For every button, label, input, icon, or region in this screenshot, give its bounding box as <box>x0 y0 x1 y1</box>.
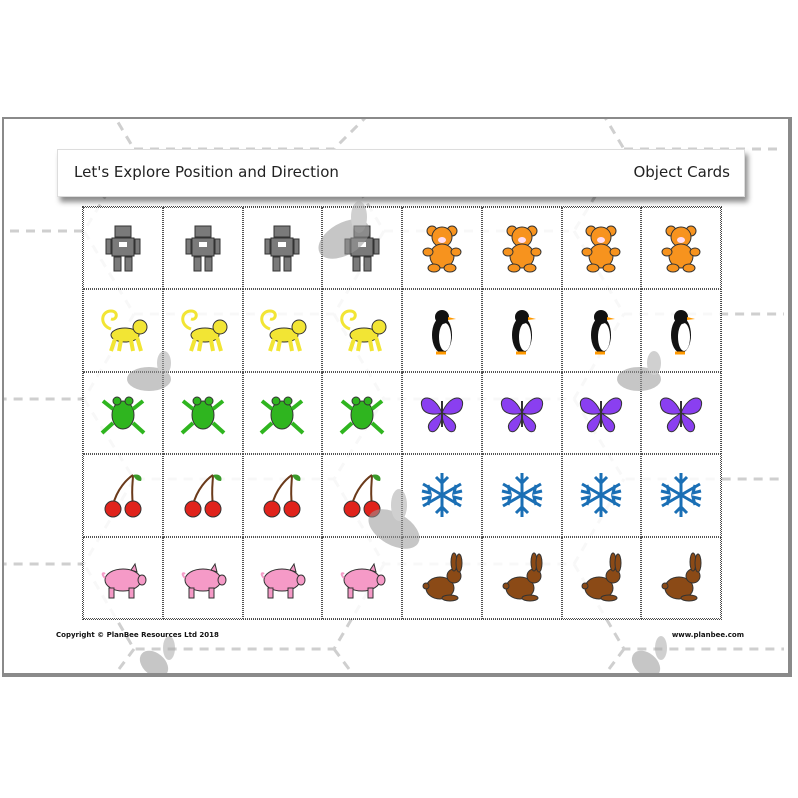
object-card-rabbit <box>561 536 642 619</box>
monkey-icon <box>101 309 148 352</box>
object-card-cherries <box>242 454 323 537</box>
teddy-bear-icon <box>581 225 621 273</box>
pig-icon <box>101 562 147 599</box>
object-card-snowflake <box>641 454 721 537</box>
teddy-bear-icon <box>422 225 462 273</box>
bee-watermark-icon <box>139 636 175 673</box>
object-card-penguin <box>481 289 562 372</box>
bee-watermark-icon <box>368 489 420 549</box>
frog-icon <box>100 396 146 435</box>
pig-icon <box>181 562 227 599</box>
object-card-monkey <box>242 289 323 372</box>
bee-watermark-icon <box>318 201 370 259</box>
penguin-icon <box>431 309 456 355</box>
robot-icon <box>264 225 300 272</box>
frog-icon <box>260 396 305 435</box>
penguin-icon <box>591 309 616 355</box>
object-card-frog <box>242 371 323 455</box>
header-banner: Let's Explore Position and Direction Obj… <box>57 149 745 197</box>
rabbit-icon <box>661 552 702 602</box>
object-card-pig <box>83 536 163 619</box>
object-card-teddy-bear <box>641 207 721 290</box>
cherries-icon <box>184 474 222 518</box>
butterfly-icon <box>660 397 703 433</box>
bee-watermark-icon <box>617 351 661 391</box>
copyright-text: Copyright © PlanBee Resources Ltd 2018 <box>56 631 219 639</box>
object-card-penguin <box>641 289 721 372</box>
object-card-butterfly <box>402 371 482 455</box>
object-card-frog <box>162 371 243 455</box>
monkey-icon <box>180 309 228 352</box>
object-card-robot <box>242 207 323 290</box>
teddy-bear-icon <box>502 225 542 273</box>
bee-watermark-icon <box>631 636 667 673</box>
penguin-icon <box>671 309 696 355</box>
object-card-cherries <box>162 454 243 537</box>
page-title: Let's Explore Position and Direction <box>74 163 339 181</box>
object-card-pig <box>162 536 243 619</box>
object-card-teddy-bear <box>481 207 562 290</box>
object-card-rabbit <box>481 536 562 619</box>
butterfly-icon <box>580 397 623 433</box>
object-card-pig <box>322 536 402 619</box>
object-card-butterfly <box>641 371 721 455</box>
snowflake-icon <box>421 473 463 518</box>
monkey-icon <box>340 309 387 352</box>
object-card-rabbit <box>641 536 721 619</box>
object-card-cherries <box>83 454 163 537</box>
pig-icon <box>261 562 306 599</box>
object-card-pig <box>242 536 323 619</box>
object-card-monkey <box>322 289 402 372</box>
object-card-butterfly <box>481 371 562 455</box>
object-card-robot <box>162 207 243 290</box>
bee-watermark-icon <box>127 351 171 391</box>
object-card-rabbit <box>402 536 482 619</box>
snowflake-icon <box>581 473 622 518</box>
snowflake-icon <box>501 473 542 518</box>
object-card-monkey <box>162 289 243 372</box>
website-link[interactable]: www.planbee.com <box>671 631 744 639</box>
cherries-icon <box>263 474 301 518</box>
robot-icon <box>185 225 221 272</box>
butterfly-icon <box>420 397 463 433</box>
butterfly-icon <box>500 397 543 433</box>
rabbit-icon <box>502 552 543 602</box>
object-card-snowflake <box>402 454 482 537</box>
snowflake-icon <box>660 473 702 518</box>
penguin-icon <box>511 309 536 355</box>
monkey-icon <box>260 309 307 352</box>
object-card-snowflake <box>561 454 642 537</box>
worksheet: Let's Explore Position and Direction Obj… <box>2 117 792 677</box>
object-card-monkey <box>83 289 163 372</box>
frog-icon <box>180 396 225 435</box>
pig-icon <box>340 562 386 599</box>
robot-icon <box>105 225 141 272</box>
rabbit-icon <box>422 552 463 602</box>
frog-icon <box>339 396 385 435</box>
rabbit-icon <box>581 552 622 602</box>
object-card-teddy-bear <box>561 207 642 290</box>
object-card-teddy-bear <box>402 207 482 290</box>
object-card-penguin <box>561 289 642 372</box>
object-card-snowflake <box>481 454 562 537</box>
object-card-frog <box>322 371 402 455</box>
object-card-robot <box>83 207 163 290</box>
cherries-icon <box>104 474 142 518</box>
object-card-penguin <box>402 289 482 372</box>
card-grid <box>82 206 722 620</box>
page-subtitle: Object Cards <box>633 163 730 181</box>
teddy-bear-icon <box>661 225 701 273</box>
